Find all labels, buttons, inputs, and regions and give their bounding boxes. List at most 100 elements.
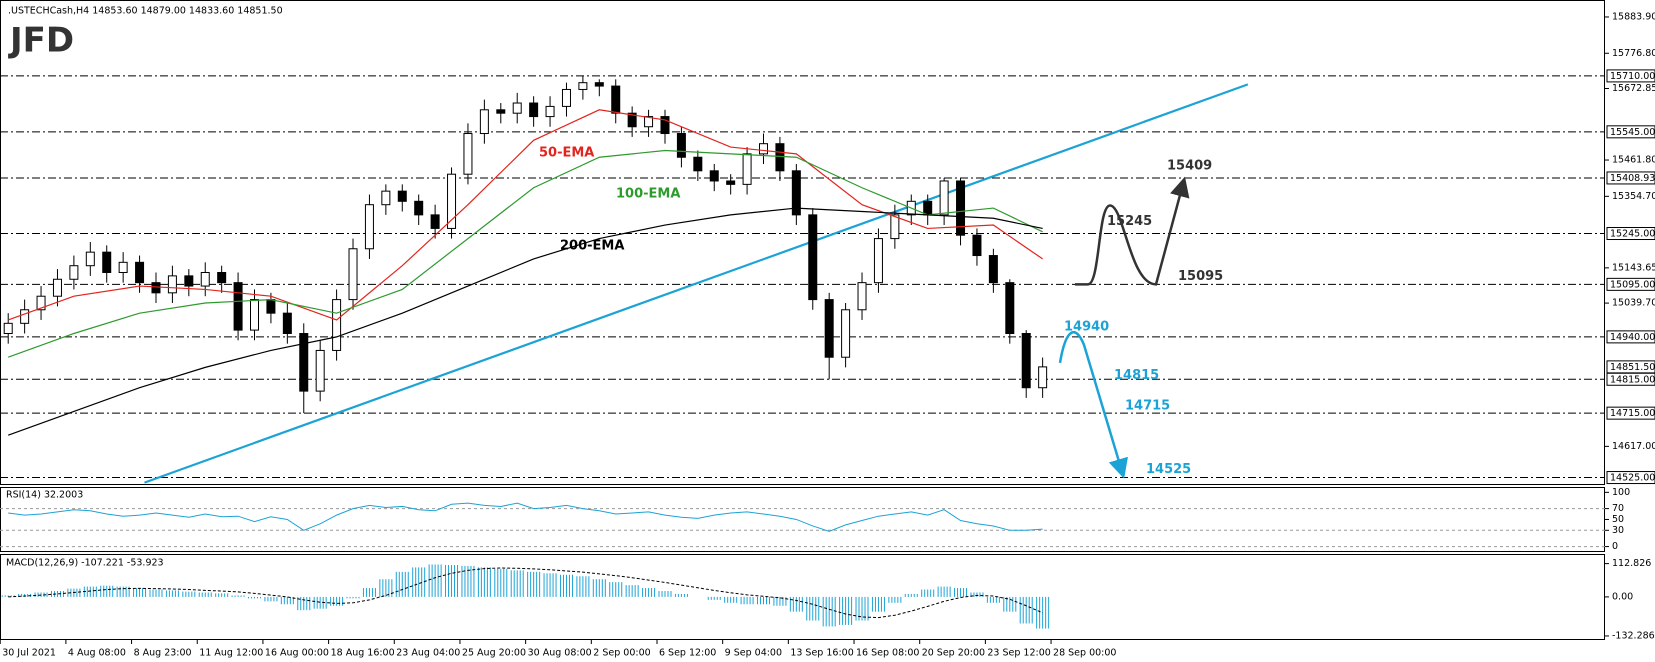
bear-target: 14940: [1064, 319, 1109, 334]
x-tick-label: 18 Aug 16:00: [331, 648, 395, 659]
level-box: [1606, 69, 1655, 83]
bull-target: 15409: [1167, 158, 1212, 173]
y-tick-label: 0: [1612, 541, 1618, 552]
candle-body: [693, 156, 703, 172]
candle-body: [217, 271, 227, 284]
candle-body: [561, 88, 571, 107]
candle-body: [282, 312, 292, 334]
bull-target: 15245: [1107, 214, 1152, 229]
bull-target: 15095: [1178, 269, 1223, 284]
x-tick-label: 13 Sep 16:00: [790, 648, 853, 659]
ema-label: 50-EMA: [539, 146, 594, 161]
candle-body: [578, 82, 588, 90]
x-tick-label: 16 Sep 08:00: [856, 648, 919, 659]
level-box: [1606, 171, 1655, 185]
y-tick-label: 15354.70: [1612, 191, 1655, 202]
y-tick-label: 112.826: [1612, 558, 1651, 569]
candle-body: [988, 255, 998, 284]
candle-body: [430, 214, 440, 229]
candle-body: [463, 133, 473, 175]
level-label: 15245.00: [1610, 229, 1655, 240]
candle-body: [923, 200, 933, 216]
y-tick-label: 50: [1612, 514, 1624, 525]
candle-body: [20, 309, 30, 324]
x-tick-label: 28 Sep 00:00: [1053, 648, 1116, 659]
ema-label: 200-EMA: [560, 239, 624, 254]
candle-body: [167, 275, 177, 294]
candle-body: [381, 190, 391, 206]
candle-body: [627, 112, 637, 128]
header: .USTECHCash,H4 14853.60 14879.00 14833.6…: [8, 6, 283, 17]
level-label: 14815.00: [1610, 374, 1655, 385]
candle-body: [676, 133, 686, 158]
y-tick-label: 14617.00: [1612, 441, 1655, 452]
candle-body: [52, 278, 62, 297]
candle-body: [939, 180, 949, 216]
macd-label: MACD(12,26,9) -107.221 -53.923: [6, 558, 164, 569]
candle-body: [726, 180, 736, 185]
ema-line: [8, 207, 1043, 436]
candle-body: [250, 299, 260, 331]
candle-body: [315, 349, 325, 392]
level-box: [1606, 227, 1655, 241]
bull-path: [1075, 176, 1190, 286]
level-box: [1606, 471, 1655, 485]
candle-body: [151, 282, 161, 294]
candle-body: [233, 282, 243, 331]
candle-body: [496, 109, 506, 114]
candle-body: [1021, 332, 1031, 389]
candle-body: [102, 251, 112, 273]
level-label: 15710.00: [1610, 71, 1655, 82]
candle-body: [364, 204, 374, 250]
candle-body: [3, 322, 13, 334]
x-tick-label: 4 Aug 08:00: [68, 648, 126, 659]
level-label: 14940.00: [1610, 332, 1655, 343]
candle-body: [1005, 282, 1015, 334]
candle-body: [184, 275, 194, 287]
candle-body: [529, 102, 539, 118]
candle-body: [824, 299, 834, 358]
level-box: [1606, 330, 1655, 344]
rsi-panel: [0, 487, 1605, 552]
signal-line: [8, 567, 1043, 619]
candle-body: [397, 190, 407, 202]
candle-body: [479, 109, 489, 135]
x-tick-label: 20 Sep 20:00: [922, 648, 985, 659]
bear-path: [1058, 331, 1128, 479]
candle-body: [808, 214, 818, 301]
candle-body: [644, 116, 654, 128]
candle-body: [1038, 366, 1048, 389]
x-tick-label: 25 Aug 20:00: [462, 648, 526, 659]
candle-body: [200, 271, 210, 287]
y-tick-label: 15143.65: [1612, 262, 1655, 273]
ema-label: 100-EMA: [616, 187, 680, 202]
candle-body: [742, 153, 752, 185]
rsi-label: RSI(14) 32.2003: [6, 490, 83, 501]
candle-body: [135, 261, 145, 284]
y-tick-label: 70: [1612, 503, 1624, 514]
candle-body: [709, 170, 719, 182]
level-label: 14525.00: [1610, 473, 1655, 484]
candle-body: [791, 170, 801, 216]
logo: JFD: [8, 21, 74, 61]
current-price-box: [1606, 360, 1655, 374]
bear-target: 14715: [1125, 399, 1170, 414]
candle-body: [512, 102, 522, 114]
candle-body: [775, 143, 785, 172]
candle-body: [611, 85, 621, 114]
candle-body: [660, 116, 670, 135]
x-tick-label: 6 Sep 12:00: [659, 648, 716, 659]
x-tick-label: 30 Jul 2021: [2, 648, 56, 659]
candle-body: [545, 105, 555, 118]
ema-line: [8, 149, 1043, 358]
rsi-line: [8, 502, 1043, 532]
y-tick-label: 30: [1612, 525, 1624, 536]
macd-panel: [0, 554, 1605, 640]
y-tick-label: 100: [1612, 487, 1630, 498]
candle-body: [118, 261, 128, 273]
x-tick-label: 30 Aug 08:00: [528, 648, 592, 659]
candle-body: [841, 309, 851, 358]
level-box: [1606, 277, 1655, 291]
candle-body: [972, 234, 982, 257]
